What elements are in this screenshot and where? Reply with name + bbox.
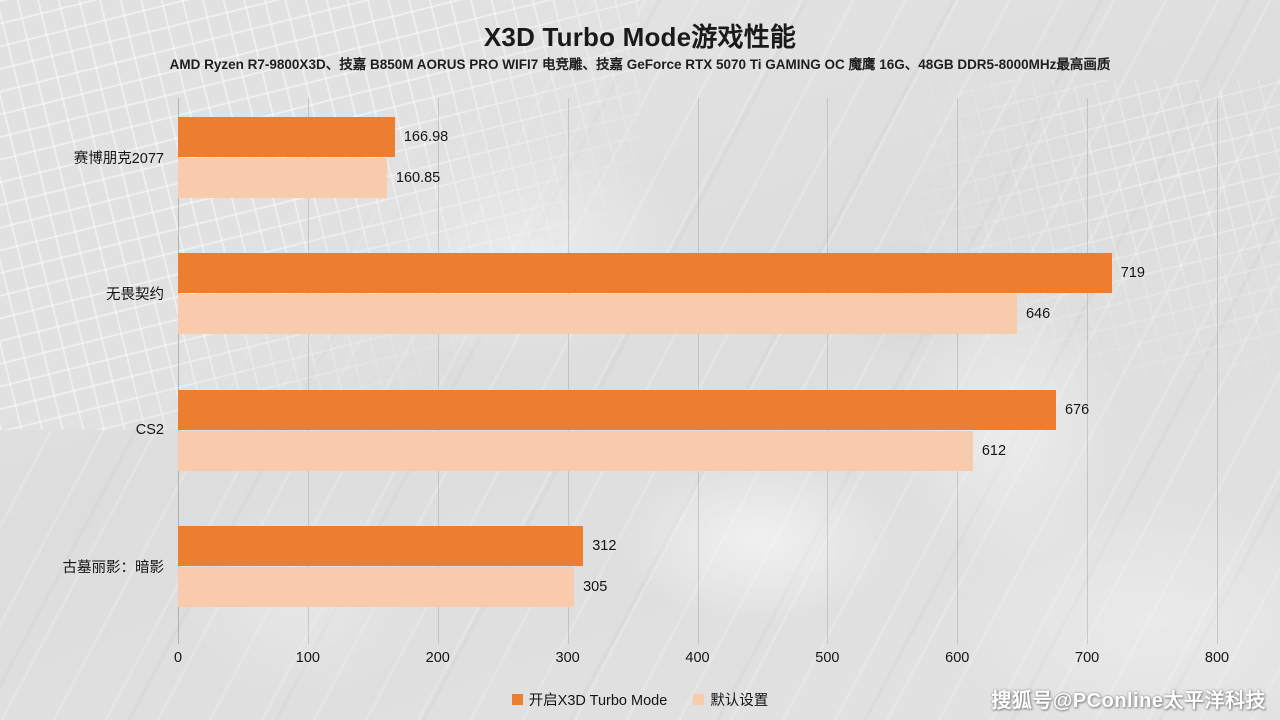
category-label: 古墓丽影：暗影	[62, 560, 165, 577]
x-axis-tick-label: 500	[815, 650, 840, 666]
bar-value-label: 166.98	[403, 128, 449, 145]
category-label: 赛博朋克2077	[73, 150, 164, 167]
bar: 160.85	[178, 157, 440, 198]
bar-group: CS2 676 612	[136, 389, 1217, 471]
bar: 719	[178, 253, 1145, 294]
x-axis: 0 100 200 300 400 500 600 700 800	[174, 650, 1229, 676]
gridline-300	[567, 98, 569, 644]
gridline-800	[1217, 98, 1218, 644]
bar: 312	[178, 526, 616, 567]
chart-legend: 开启X3D Turbo Mode 默认设置	[0, 689, 1280, 710]
x-axis-tick-label: 100	[295, 650, 320, 666]
gridline-100	[307, 98, 309, 644]
bar: 166.98	[178, 116, 448, 157]
x-axis-tick-label: 600	[945, 650, 970, 666]
gridline-600	[957, 98, 959, 644]
legend-label: 开启X3D Turbo Mode	[528, 693, 668, 709]
bar-value-label: 676	[1064, 401, 1090, 418]
gridline-200	[437, 98, 439, 644]
bar: 646	[178, 294, 1050, 335]
legend-swatch-icon	[693, 694, 705, 705]
legend-item[interactable]: 默认设置	[693, 689, 768, 710]
bar-group: 赛博朋克2077 166.98 160.85	[74, 116, 1217, 198]
watermark: 搜狐号@PConline太平洋科技	[991, 690, 1266, 712]
x-axis-tick-label: 200	[425, 650, 450, 666]
bar-value-label: 305	[583, 579, 608, 596]
bar-value-label: 612	[981, 442, 1007, 459]
bar: 676	[178, 389, 1089, 430]
legend-swatch-icon	[511, 694, 523, 705]
gridline-700	[1087, 98, 1089, 644]
bar-value-label: 160.85	[395, 169, 441, 186]
x-axis-tick-label: 400	[685, 650, 710, 666]
category-label: CS2	[135, 422, 164, 439]
plot-area: 赛博朋克2077 166.98 160.85 无畏契约 719 646 CS2 676 612 古…	[63, 98, 1218, 644]
legend-label: 默认设置	[710, 693, 769, 709]
bar-value-label: 646	[1025, 306, 1051, 323]
gridline-500	[827, 98, 829, 644]
chart-subtitle: AMD Ryzen R7-9800X3D、技嘉 B850M AORUS PRO …	[169, 57, 1111, 72]
background-diamond-texture	[0, 0, 640, 430]
bar-value-label: 312	[592, 538, 617, 555]
x-axis-tick-label: 300	[555, 650, 580, 666]
gridline-400	[697, 98, 699, 644]
chart-title: X3D Turbo Mode游戏性能	[483, 22, 797, 52]
category-label: 无畏契约	[106, 287, 164, 304]
x-axis-tick-label: 700	[1075, 650, 1100, 666]
bar: 305	[178, 567, 607, 608]
bar-group: 古墓丽影：暗影 312 305	[63, 526, 1217, 608]
bar-value-label: 719	[1120, 265, 1145, 282]
bar: 612	[178, 430, 1006, 471]
x-axis-tick-label: 800	[1204, 650, 1230, 666]
legend-item[interactable]: 开启X3D Turbo Mode	[511, 689, 668, 710]
gridline-0	[178, 98, 179, 644]
x-axis-tick-label: 0	[173, 650, 183, 666]
bar-group: 无畏契约 719 646	[106, 253, 1217, 335]
